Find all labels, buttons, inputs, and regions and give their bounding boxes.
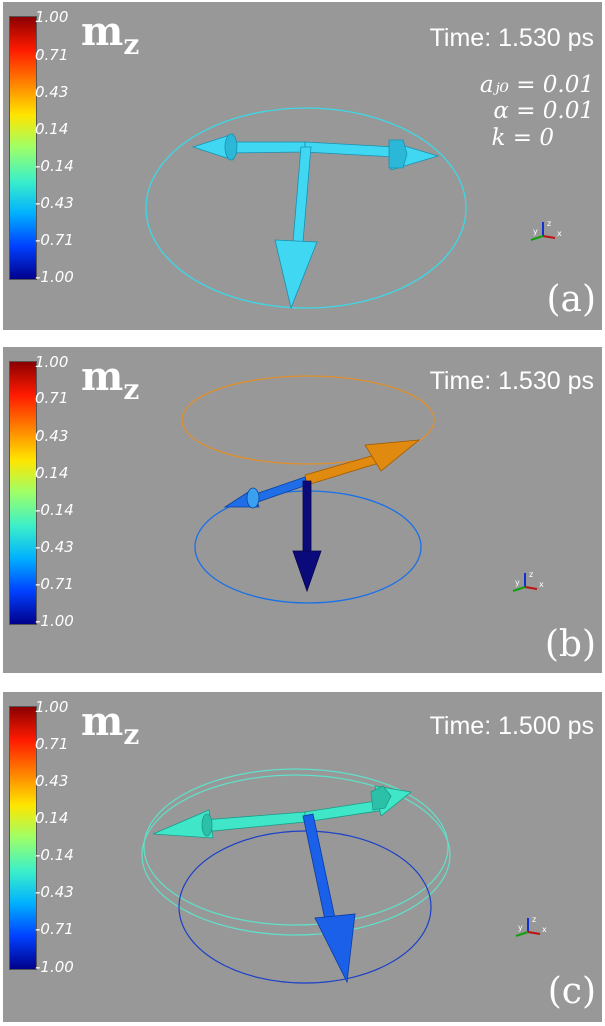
colorbar-tick: 1.00 bbox=[35, 8, 69, 26]
colorbar-tick: 0.43 bbox=[35, 772, 69, 790]
precession-orbit bbox=[141, 774, 451, 936]
svg-text:z: z bbox=[532, 915, 536, 924]
colorbar-tick: 0.71 bbox=[35, 46, 69, 64]
colorbar-tick: 1.00 bbox=[35, 698, 69, 716]
axes-triad: z x y bbox=[512, 570, 544, 592]
axes-triad: z x y bbox=[515, 915, 547, 937]
spin-arrow bbox=[302, 813, 356, 984]
panel-label: (b) bbox=[544, 624, 596, 665]
spin-scene-c bbox=[141, 768, 451, 984]
colorbar-tick: -1.00 bbox=[35, 268, 74, 286]
svg-text:y: y bbox=[518, 923, 523, 932]
colorbar bbox=[9, 361, 37, 625]
colorbar-tick: 0.71 bbox=[35, 735, 69, 753]
svg-text:z: z bbox=[547, 219, 551, 228]
precession-orbit bbox=[145, 107, 467, 309]
colorbar-tick: 1.00 bbox=[35, 353, 69, 371]
precession-orbit bbox=[181, 375, 435, 465]
colorbar-tick: -0.71 bbox=[35, 231, 74, 249]
axes-triad: z x y bbox=[530, 219, 562, 241]
panel-b: 1.00 0.71 0.43 0.14 -0.14 -0.43 -0.71 -1… bbox=[3, 347, 602, 673]
panel-label: (c) bbox=[547, 971, 596, 1012]
svg-text:y: y bbox=[533, 227, 538, 236]
spin-arrow bbox=[292, 480, 322, 593]
colorbar-tick: 0.14 bbox=[35, 809, 69, 827]
colorbar-tick: 0.43 bbox=[35, 427, 69, 445]
colorbar-tick: -0.71 bbox=[35, 920, 74, 938]
param-alpha: α = 0.01 bbox=[493, 98, 594, 125]
colorbar-tick: -0.43 bbox=[35, 194, 74, 212]
spin-arrow bbox=[304, 439, 421, 486]
param-k: k = 0 bbox=[491, 124, 554, 151]
panel-a: 1.00 0.71 0.43 0.14 -0.14 -0.43 -0.71 -1… bbox=[3, 2, 602, 330]
time-readout: Time: 1.530 ps bbox=[429, 24, 594, 52]
colorbar-tick: -1.00 bbox=[35, 958, 74, 976]
colorbar-tick: -0.71 bbox=[35, 575, 74, 593]
colorbar bbox=[9, 706, 37, 970]
svg-text:x: x bbox=[539, 580, 544, 589]
panel-label: (a) bbox=[546, 279, 596, 320]
precession-orbit bbox=[178, 830, 432, 984]
colorbar-tick: 0.14 bbox=[35, 120, 69, 138]
svg-text:x: x bbox=[557, 229, 562, 238]
svg-text:z: z bbox=[529, 570, 533, 579]
colorbar-tick: -0.14 bbox=[35, 846, 74, 864]
panel-c: 1.00 0.71 0.43 0.14 -0.14 -0.43 -0.71 -1… bbox=[3, 692, 602, 1022]
colorbar-tick: 0.43 bbox=[35, 83, 69, 101]
mz-label: mz bbox=[81, 698, 140, 751]
parameter-list: aⱼ₀ = 0.01 α = 0.01 k = 0 bbox=[480, 72, 594, 151]
mz-label: mz bbox=[81, 8, 140, 61]
precession-orbit bbox=[143, 768, 449, 926]
colorbar-tick: -0.14 bbox=[35, 501, 74, 519]
spin-arrow bbox=[304, 139, 440, 171]
colorbar-tick: 0.14 bbox=[35, 464, 69, 482]
colorbar-tick: 0.71 bbox=[35, 389, 69, 407]
svg-text:x: x bbox=[542, 925, 547, 934]
colorbar-tick: -0.14 bbox=[35, 157, 74, 175]
spin-scene-b bbox=[181, 375, 435, 604]
colorbar bbox=[9, 16, 37, 280]
spin-arrow bbox=[274, 146, 318, 310]
colorbar-tick: -0.43 bbox=[35, 883, 74, 901]
colorbar-tick: -0.43 bbox=[35, 538, 74, 556]
param-aj0: aⱼ₀ = 0.01 bbox=[479, 72, 594, 98]
spin-scene-a bbox=[145, 107, 467, 310]
colorbar-tick: -1.00 bbox=[35, 612, 74, 630]
mz-label: mz bbox=[81, 353, 140, 406]
time-readout: Time: 1.500 ps bbox=[429, 712, 594, 740]
time-readout: Time: 1.530 ps bbox=[429, 367, 594, 395]
svg-text:y: y bbox=[515, 578, 520, 587]
